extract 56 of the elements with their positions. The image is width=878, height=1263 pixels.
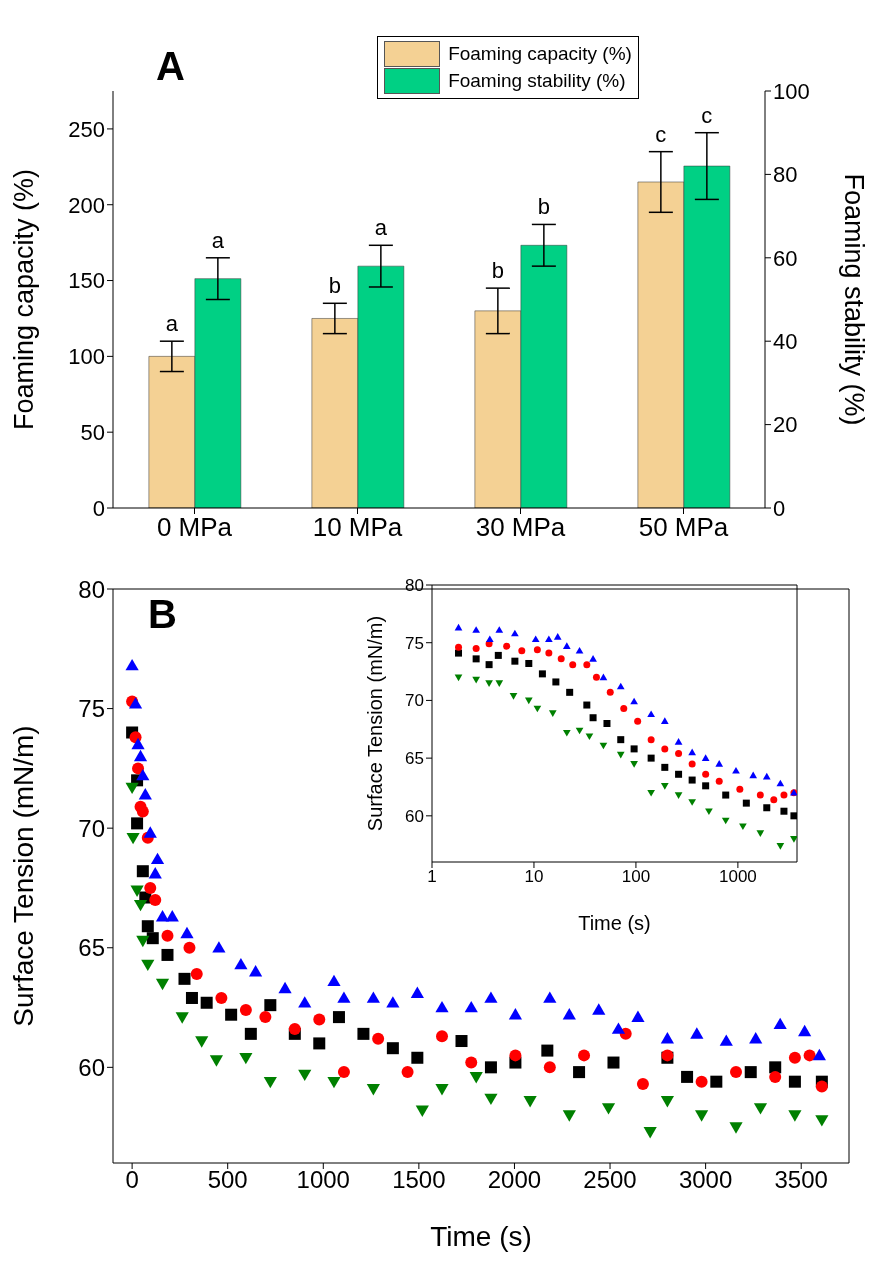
y-tick-label: 100 xyxy=(68,344,105,370)
x-tick-label: 100 xyxy=(621,867,651,887)
y-axis-title: Surface Tension (mN/m) xyxy=(364,615,387,832)
legend-label: Foaming stability (%) xyxy=(448,70,626,92)
x-tick-label: 1000 xyxy=(296,1166,350,1194)
y-axis-title: Surface Tension (mN/m) xyxy=(7,725,39,1027)
y-tick-label: 60 xyxy=(405,806,424,826)
x-tick-label: 2000 xyxy=(487,1166,542,1194)
x-tick-label: 0 xyxy=(125,1166,139,1194)
y2-tick-label: 80 xyxy=(773,162,798,188)
chart-title: A xyxy=(156,44,185,89)
x-tick-label: 1000 xyxy=(718,867,757,887)
annotation: b xyxy=(537,194,550,220)
x-tick-label: 30 MPa xyxy=(475,512,566,543)
y-tick-label: 50 xyxy=(80,419,105,445)
y-axis-title: Foaming capacity (%) xyxy=(8,168,39,431)
y2-tick-label: 60 xyxy=(773,245,798,271)
x-axis-title: Time (s) xyxy=(430,1221,532,1252)
annotation: b xyxy=(491,258,504,284)
x-tick-label: 10 MPa xyxy=(312,512,403,543)
y2-tick-label: 0 xyxy=(773,495,786,521)
chart-title: B xyxy=(148,592,177,637)
y-tick-label: 150 xyxy=(68,268,105,294)
annotation: c xyxy=(655,121,667,147)
y-tick-label: 250 xyxy=(68,116,105,142)
y-tick-label: 75 xyxy=(405,633,424,653)
annotation: b xyxy=(328,273,341,299)
x-axis-title: Time (s) xyxy=(578,912,651,934)
y-tick-label: 60 xyxy=(78,1053,105,1081)
x-tick-label: 2500 xyxy=(583,1166,637,1194)
y-tick-label: 200 xyxy=(68,192,105,218)
y-tick-label: 65 xyxy=(78,934,105,962)
x-tick-label: 0 MPa xyxy=(156,512,233,543)
annotation: a xyxy=(374,215,388,241)
annotation: c xyxy=(701,102,713,128)
y-tick-label: 75 xyxy=(78,695,105,723)
y2-tick-label: 40 xyxy=(773,329,798,355)
x-tick-label: 3500 xyxy=(774,1166,828,1194)
y-tick-label: 70 xyxy=(405,691,424,711)
y2-tick-label: 20 xyxy=(773,412,798,438)
x-tick-label: 500 xyxy=(207,1166,248,1194)
annotation: a xyxy=(211,227,225,253)
legend-label: Foaming capacity (%) xyxy=(448,43,632,65)
annotation: a xyxy=(165,311,179,337)
x-tick-label: 50 MPa xyxy=(638,512,729,543)
y-tick-label: 80 xyxy=(78,575,105,603)
x-tick-label: 1500 xyxy=(392,1166,446,1194)
y-tick-label: 65 xyxy=(405,749,424,769)
x-tick-label: 3000 xyxy=(678,1166,733,1194)
y2-axis-title: Foaming stability (%) xyxy=(839,173,870,426)
y-tick-label: 70 xyxy=(78,814,105,842)
y-tick-label: 80 xyxy=(405,576,424,596)
y2-tick-label: 100 xyxy=(773,78,810,104)
y-tick-label: 0 xyxy=(92,495,105,521)
x-tick-label: 1 xyxy=(427,867,437,887)
x-tick-label: 10 xyxy=(524,867,544,887)
